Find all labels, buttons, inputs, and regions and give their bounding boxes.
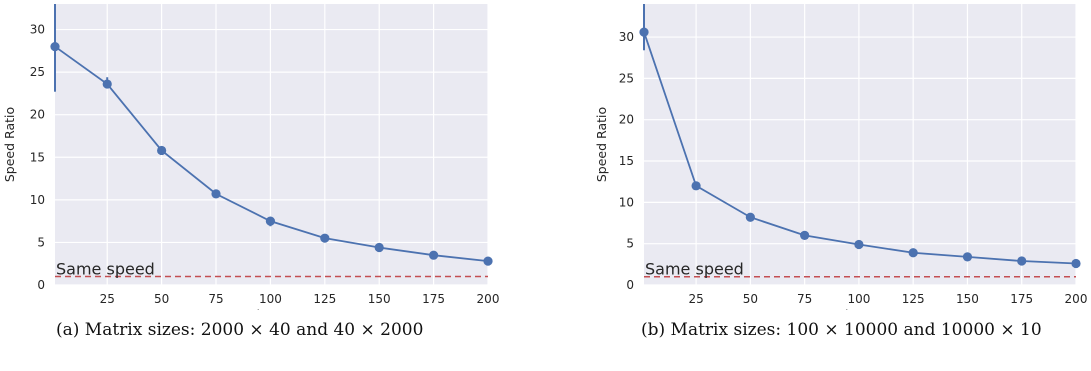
data-point bbox=[265, 216, 276, 226]
y-tick-label: 25 bbox=[30, 65, 45, 79]
data-point bbox=[691, 181, 701, 191]
y-axis-label: Speed Ratio bbox=[2, 107, 17, 182]
x-tick-label: 125 bbox=[902, 292, 925, 306]
speed-ratio-chart-a: 0 5 10 15 20 25 30 25 50 75 100 125 150 175 200 Same sp… bbox=[2, 4, 500, 322]
y-axis-label: Speed Ratio bbox=[594, 107, 609, 182]
y-tick-label: 10 bbox=[619, 195, 634, 209]
y-tick-label: 15 bbox=[30, 150, 45, 164]
caption-b: (b) Matrix sizes: 100 × 10000 and 10000 … bbox=[641, 320, 1042, 340]
x-tick-label: 100 bbox=[847, 292, 870, 306]
data-point bbox=[50, 41, 60, 52]
x-tick-label: 25 bbox=[100, 292, 115, 306]
x-tick-label: 200 bbox=[1065, 292, 1088, 306]
data-point bbox=[320, 233, 330, 243]
data-point bbox=[483, 256, 493, 266]
x-tick-label: 175 bbox=[422, 292, 445, 306]
y-tick-label: 5 bbox=[37, 235, 45, 249]
y-tick-label: 30 bbox=[619, 30, 634, 44]
data-point bbox=[1017, 256, 1027, 266]
x-tick-label: 50 bbox=[743, 292, 758, 306]
x-tick-label: 75 bbox=[208, 292, 223, 306]
data-point bbox=[639, 27, 649, 37]
y-tick-label: 25 bbox=[619, 71, 634, 85]
x-tick-label: 25 bbox=[688, 292, 703, 306]
speed-ratio-chart-b: 0 5 10 15 20 25 30 25 50 75 100 125 150 175 200 Same sp… bbox=[594, 4, 1088, 322]
data-point bbox=[429, 250, 439, 260]
same-speed-label: Same speed bbox=[56, 259, 155, 278]
x-tick-label: 150 bbox=[368, 292, 391, 306]
caption-a: (a) Matrix sizes: 2000 × 40 and 40 × 200… bbox=[56, 320, 424, 340]
x-tick-label: 75 bbox=[797, 292, 812, 306]
chart-panel-a: 0 5 10 15 20 25 30 25 50 75 100 125 150 175 200 Same sp… bbox=[0, 0, 545, 371]
plot-area bbox=[644, 4, 1076, 285]
y-tick-label: 0 bbox=[626, 278, 634, 292]
data-point bbox=[102, 79, 112, 89]
data-point bbox=[211, 189, 221, 199]
y-tick-label: 15 bbox=[619, 154, 634, 168]
data-point bbox=[908, 248, 918, 258]
x-axis-label: Sparsity Degree bbox=[810, 307, 911, 310]
data-point bbox=[800, 230, 810, 241]
data-point bbox=[157, 145, 167, 156]
x-tick-label: 100 bbox=[259, 292, 282, 306]
chart-panel-b: 0 5 10 15 20 25 30 25 50 75 100 125 150 175 200 Same sp… bbox=[590, 0, 1091, 371]
y-tick-label: 0 bbox=[37, 278, 45, 292]
x-axis-label: Sparsity Degree bbox=[221, 307, 322, 310]
x-tick-label: 50 bbox=[154, 292, 169, 306]
y-tick-label: 20 bbox=[30, 108, 45, 122]
y-tick-label: 5 bbox=[626, 237, 634, 251]
same-speed-label: Same speed bbox=[645, 260, 744, 279]
data-point bbox=[962, 252, 973, 262]
plot-area bbox=[55, 4, 488, 285]
data-point bbox=[1071, 258, 1081, 269]
x-tick-label: 175 bbox=[1010, 292, 1033, 306]
y-tick-label: 10 bbox=[30, 193, 45, 207]
y-tick-label: 30 bbox=[30, 23, 45, 37]
data-point bbox=[374, 242, 384, 253]
x-tick-label: 150 bbox=[956, 292, 979, 306]
y-tick-label: 20 bbox=[619, 113, 634, 127]
x-tick-label: 200 bbox=[477, 292, 500, 306]
data-point bbox=[854, 239, 864, 250]
x-tick-label: 125 bbox=[313, 292, 336, 306]
data-point bbox=[745, 212, 755, 222]
